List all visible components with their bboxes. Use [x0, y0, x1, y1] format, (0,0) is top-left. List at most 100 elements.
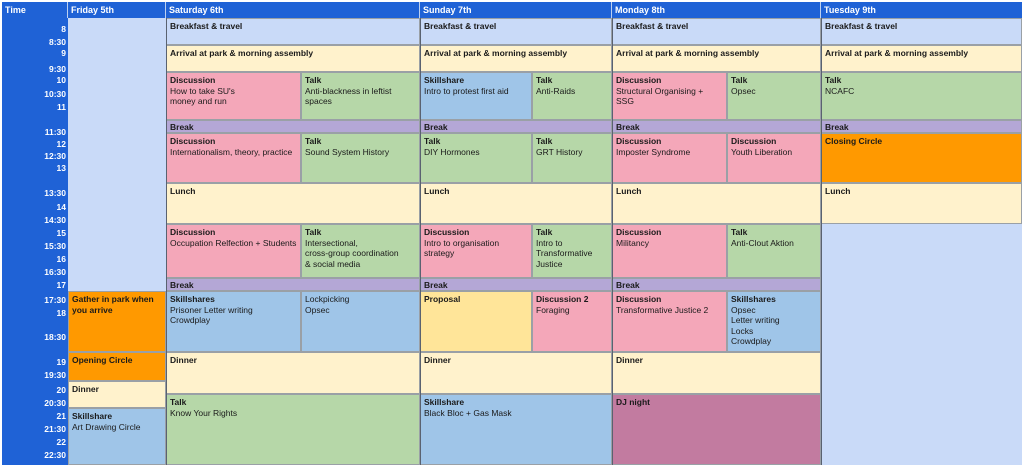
event-cell: Breakfast & travel — [612, 18, 821, 45]
event-cell: Breakfast & travel — [821, 18, 1022, 45]
event-cell: Talk Opsec — [727, 72, 821, 120]
event-title: Break — [825, 122, 849, 132]
event-description: Intro to protest first aid — [424, 85, 509, 96]
event-description: Transformative Justice 2 — [616, 304, 709, 315]
event-title: Talk — [305, 227, 322, 237]
time-label: 16 — [56, 254, 66, 264]
event-cell: Skillshare Black Bloc + Gas Mask — [420, 394, 612, 465]
event-description: Opsec — [731, 85, 756, 96]
event-title: Breakfast & travel — [424, 21, 497, 31]
time-label: 21:30 — [44, 424, 66, 434]
event-title: Dinner — [616, 355, 643, 365]
event-title: Arrival at park & morning assembly — [424, 48, 568, 58]
event-cell: Arrival at park & morning assembly — [821, 45, 1022, 72]
event-title: Talk — [731, 75, 748, 85]
event-title: Discussion — [616, 75, 662, 85]
time-label: 21 — [56, 411, 66, 421]
event-cell: Discussion Structural Organising + SSG — [612, 72, 727, 120]
time-label: 17 — [56, 280, 66, 290]
event-cell: Talk Intersectional, cross-group coordin… — [301, 224, 420, 278]
event-title: Talk — [424, 136, 441, 146]
event-cell: Discussion Imposter Syndrome — [612, 133, 727, 183]
event-cell: Dinner — [420, 352, 612, 394]
time-label: 10:30 — [44, 89, 66, 99]
event-cell: Dinner — [612, 352, 821, 394]
event-cell: Skillshare Art Drawing Circle — [68, 408, 166, 465]
event-title: Arrival at park & morning assembly — [825, 48, 969, 58]
event-title: Discussion 2 — [536, 294, 589, 304]
event-title: Breakfast & travel — [170, 21, 243, 31]
event-cell: Talk GRT History — [532, 133, 612, 183]
event-title: Closing Circle — [825, 136, 883, 146]
time-label: 9:30 — [48, 64, 66, 74]
event-cell: Breakfast & travel — [166, 18, 420, 45]
event-description: Know Your Rights — [170, 407, 238, 418]
event-cell: Proposal — [420, 291, 532, 352]
header-day-sunday: Sunday 7th — [420, 2, 612, 18]
time-label: 8:30 — [48, 37, 66, 47]
event-title: Lunch — [424, 186, 450, 196]
event-cell: Discussion Intro to organisation strateg… — [420, 224, 532, 278]
event-title: Discussion — [616, 294, 662, 304]
event-description: Occupation Relfection + Students — [170, 237, 297, 248]
event-title: Discussion — [616, 227, 662, 237]
time-label: 15:30 — [44, 241, 66, 251]
event-cell: Break — [821, 120, 1022, 133]
event-cell: Talk Anti-Clout Aktion — [727, 224, 821, 278]
event-description: Opsec Letter writing Locks Crowdplay — [731, 304, 780, 347]
event-title: Talk — [825, 75, 842, 85]
event-description: Intro to Transformative Justice — [536, 237, 593, 269]
event-cell: Break — [420, 120, 612, 133]
event-title: Discussion — [170, 227, 216, 237]
event-title: Talk — [170, 397, 187, 407]
event-cell: Lockpicking Opsec — [301, 291, 420, 352]
event-cell: Arrival at park & morning assembly — [166, 45, 420, 72]
header-day-friday: Friday 5th — [68, 2, 166, 18]
event-title: Talk — [536, 227, 553, 237]
event-title: Break — [170, 122, 194, 132]
time-label: 18 — [56, 308, 66, 318]
event-cell: Dinner — [68, 381, 166, 408]
event-description: How to take SU's money and run — [170, 85, 235, 107]
day-separator — [612, 18, 613, 465]
header-day-monday: Monday 8th — [612, 2, 821, 18]
event-description: Internationalism, theory, practice — [170, 146, 293, 157]
time-label: 14:30 — [44, 215, 66, 225]
time-label: 19 — [56, 357, 66, 367]
day-separator — [420, 18, 421, 465]
event-description: Sound System History — [305, 146, 390, 157]
event-cell: Opening Circle — [68, 352, 166, 381]
event-title: Gather in park when you arrive — [72, 294, 154, 315]
time-label: 19:30 — [44, 370, 66, 380]
event-cell: Discussion 2 Foraging — [532, 291, 612, 352]
time-label: 12 — [56, 139, 66, 149]
event-cell: Talk DIY Hormones — [420, 133, 532, 183]
time-label: 10 — [56, 75, 66, 85]
event-title: Discussion — [731, 136, 777, 146]
event-title: Discussion — [170, 75, 216, 85]
event-title: Break — [616, 122, 640, 132]
time-label: 18:30 — [44, 332, 66, 342]
event-cell: Break — [420, 278, 612, 291]
event-cell: Discussion Militancy — [612, 224, 727, 278]
time-label: 14 — [56, 202, 66, 212]
event-title: Lunch — [825, 186, 851, 196]
event-cell: Discussion How to take SU's money and ru… — [166, 72, 301, 120]
time-label: 12:30 — [44, 151, 66, 161]
event-cell: Talk Anti-blackness in leftist spaces — [301, 72, 420, 120]
event-title: Break — [170, 280, 194, 290]
header-day-saturday: Saturday 6th — [166, 2, 420, 18]
event-title: Breakfast & travel — [825, 21, 898, 31]
event-title: Break — [424, 280, 448, 290]
event-cell: Break — [166, 120, 420, 133]
event-title: Arrival at park & morning assembly — [170, 48, 314, 58]
time-label: 9 — [61, 48, 66, 58]
event-title: Talk — [536, 75, 553, 85]
event-title: Skillshare — [424, 75, 465, 85]
event-cell: Breakfast & travel — [420, 18, 612, 45]
event-cell: Arrival at park & morning assembly — [420, 45, 612, 72]
event-title: Talk — [305, 136, 322, 146]
event-cell: Break — [166, 278, 420, 291]
event-cell: DJ night — [612, 394, 821, 465]
